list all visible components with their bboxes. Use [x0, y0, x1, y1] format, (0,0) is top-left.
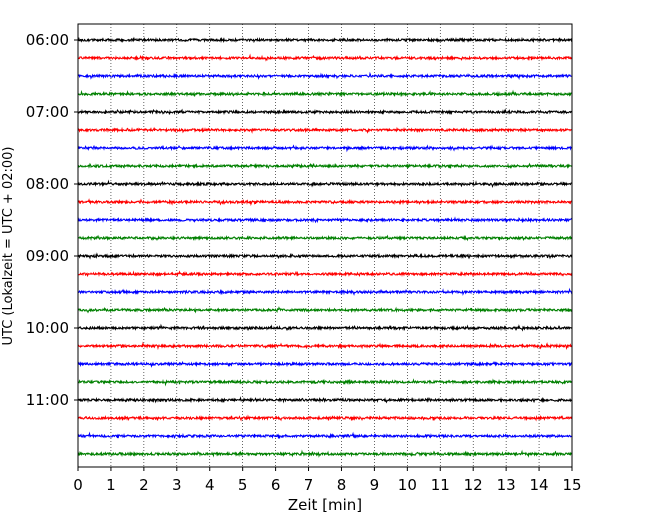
plot-background: [78, 24, 572, 467]
trace-line: [77, 234, 573, 242]
x-tick-label: 6: [271, 476, 281, 494]
trace-line: [77, 36, 573, 44]
y-tick-label: 11:00: [26, 391, 69, 409]
x-tick-label: 11: [431, 476, 450, 494]
x-tick-label: 1: [106, 476, 116, 494]
trace-line: [77, 360, 573, 368]
trace-line: [77, 216, 573, 224]
x-tick-label: 0: [73, 476, 83, 494]
trace-line: [77, 323, 573, 332]
x-tick-label: 4: [205, 476, 215, 494]
x-tick-label: 7: [304, 476, 314, 494]
trace-line: [77, 287, 573, 296]
trace-line: [77, 71, 573, 80]
trace-line: [77, 198, 573, 207]
trace-line: [77, 53, 573, 62]
trace-line: [77, 431, 573, 439]
seismic-traces: [77, 36, 573, 458]
x-tick-label: 13: [497, 476, 516, 494]
x-tick-label: 2: [139, 476, 149, 494]
y-tick-label: 07:00: [26, 103, 69, 121]
x-tick-label: 14: [530, 476, 549, 494]
trace-line: [77, 396, 573, 404]
y-axis-ticks: 06:00 07:00 08:00 09:00 10:00 11:00: [26, 31, 78, 409]
trace-line: [77, 179, 573, 188]
trace-line: [77, 89, 573, 98]
trace-line: [77, 341, 573, 351]
y-axis-label: UTC (Lokalzeit = UTC + 02:00): [1, 147, 16, 346]
x-tick-label: 15: [562, 476, 581, 494]
x-axis-ticks: 0 1 2 3 4 5 6 7 8 9 10 11 12 13 14 15: [73, 467, 582, 494]
trace-line: [77, 144, 573, 153]
y-tick-label: 10:00: [26, 319, 69, 337]
x-tick-label: 9: [370, 476, 380, 494]
trace-line: [77, 108, 573, 116]
y-tick-label: 08:00: [26, 175, 69, 193]
x-tick-label: 5: [238, 476, 248, 494]
y-tick-label: 06:00: [26, 31, 69, 49]
trace-line: [77, 270, 573, 278]
trace-line: [77, 252, 573, 260]
x-axis-label: Zeit [min]: [288, 496, 362, 514]
plot-frame: [77, 23, 573, 468]
vertical-grid: [110, 24, 540, 467]
x-tick-label: 12: [464, 476, 483, 494]
x-tick-label: 3: [172, 476, 182, 494]
trace-line: [77, 306, 573, 314]
y-tick-label: 09:00: [26, 247, 69, 265]
trace-line: [77, 449, 573, 458]
trace-line: [77, 378, 573, 387]
trace-line: [77, 162, 573, 170]
x-tick-label: 8: [337, 476, 347, 494]
x-tick-label: 10: [398, 476, 417, 494]
trace-line: [77, 126, 573, 134]
trace-line: [77, 414, 573, 422]
